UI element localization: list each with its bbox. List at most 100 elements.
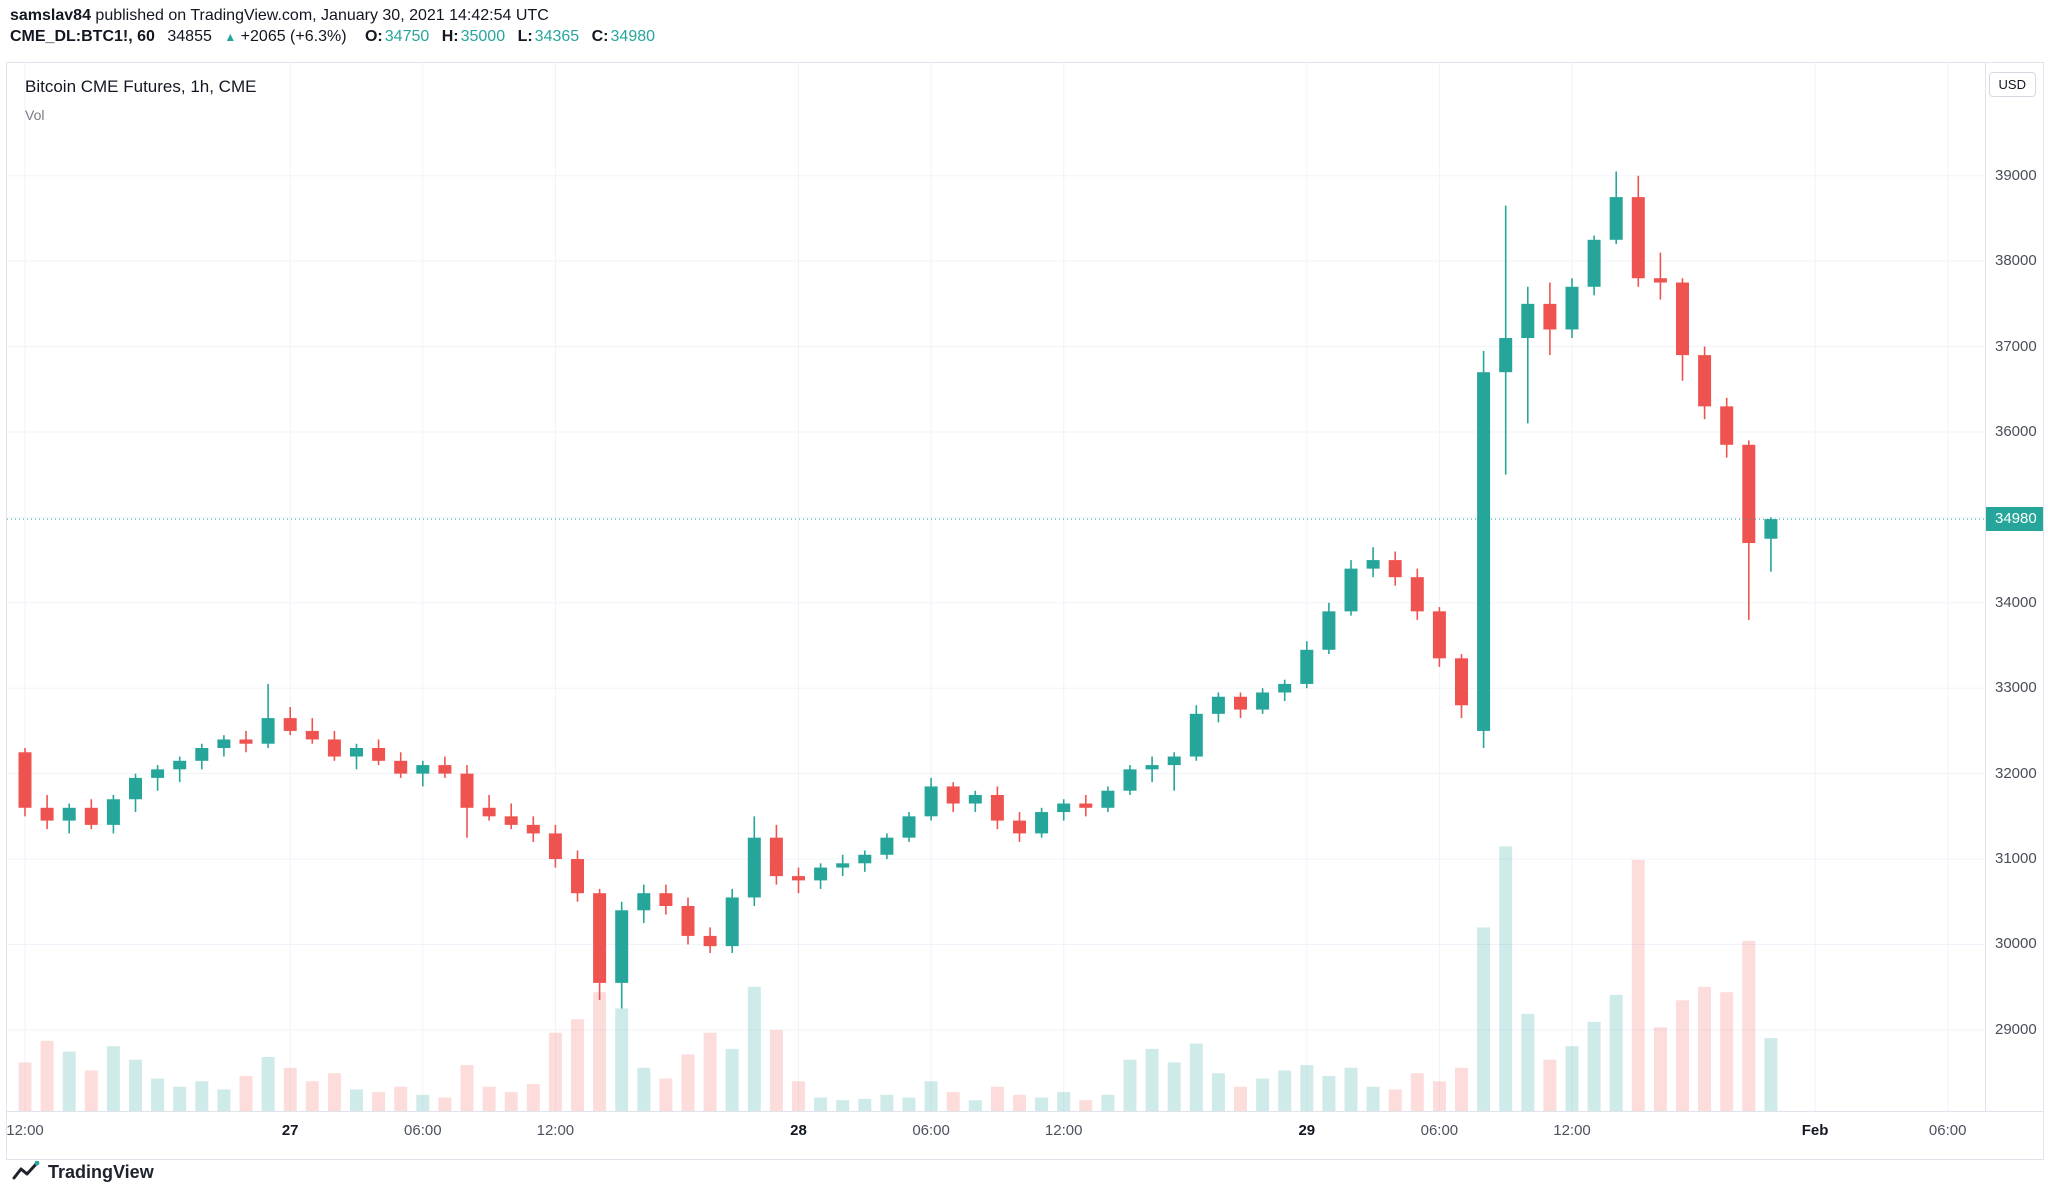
time-axis-label: 27 bbox=[281, 1122, 299, 1139]
candle-body bbox=[1410, 577, 1424, 612]
candle-body bbox=[40, 807, 54, 821]
candle-body bbox=[18, 752, 32, 808]
tradingview-attribution[interactable]: TradingView bbox=[12, 1158, 154, 1186]
candle-body bbox=[1189, 713, 1203, 757]
candle-body bbox=[990, 794, 1004, 821]
candle-body bbox=[1432, 611, 1446, 659]
volume-bar bbox=[526, 1084, 540, 1111]
chart-legend-title: Bitcoin CME Futures, 1h, CME bbox=[25, 77, 257, 96]
volume-bar bbox=[327, 1073, 341, 1111]
change-value: +2065 (+6.3%) bbox=[240, 28, 347, 45]
volume-bar bbox=[62, 1051, 76, 1111]
publish-text: published on TradingView.com, January 30… bbox=[90, 7, 549, 24]
price-axis-label: 30000 bbox=[1995, 935, 2037, 953]
candle-body bbox=[1123, 769, 1137, 791]
low-label: L: bbox=[517, 28, 533, 45]
candle-body bbox=[571, 859, 584, 894]
price-axis-label: 39000 bbox=[1995, 166, 2037, 184]
time-axis-label: 06:00 bbox=[1420, 1122, 1459, 1139]
volume-bar bbox=[106, 1046, 120, 1111]
price-axis[interactable]: 39000 38000 37000 36000 34000 33000 32000 31000… bbox=[1985, 63, 2043, 1159]
volume-bar bbox=[1211, 1073, 1225, 1111]
candle-body bbox=[1609, 197, 1623, 240]
candle-body bbox=[1764, 519, 1778, 539]
candle-body bbox=[261, 718, 275, 744]
candle-body bbox=[1742, 444, 1756, 544]
candle-body bbox=[526, 824, 540, 834]
candle-body bbox=[1477, 372, 1491, 731]
volume-bar bbox=[1720, 992, 1734, 1111]
volume-bar bbox=[1123, 1059, 1137, 1111]
candle-body bbox=[1499, 338, 1513, 373]
volume-bar bbox=[836, 1100, 850, 1111]
volume-bar bbox=[1410, 1073, 1424, 1111]
high-label: H: bbox=[441, 28, 459, 45]
volume-bar bbox=[173, 1086, 187, 1111]
volume-bar bbox=[990, 1086, 1004, 1111]
volume-bar bbox=[129, 1059, 142, 1111]
currency-button[interactable]: USD bbox=[1988, 72, 2036, 97]
volume-bar bbox=[305, 1081, 319, 1111]
interval-value: 60 bbox=[137, 28, 155, 45]
volume-bar bbox=[195, 1081, 209, 1111]
price-axis-label: 29000 bbox=[1995, 1020, 2037, 1038]
time-axis-label: 12:00 bbox=[1044, 1122, 1083, 1139]
volume-bar bbox=[968, 1100, 982, 1111]
volume-bar bbox=[924, 1081, 938, 1111]
candle-body bbox=[1278, 683, 1292, 693]
candle-body bbox=[62, 807, 76, 821]
candle-body bbox=[482, 807, 496, 817]
candle-body bbox=[438, 765, 452, 774]
volume-bar bbox=[438, 1097, 452, 1111]
tradingview-logo-text: TradingView bbox=[48, 1161, 154, 1182]
symbol-name: CME_DL:BTC1!, bbox=[10, 28, 133, 45]
price-axis-label: 34000 bbox=[1995, 593, 2037, 611]
price-axis-label: 38000 bbox=[1995, 252, 2037, 270]
volume-bar bbox=[1057, 1092, 1071, 1111]
candle-body bbox=[637, 893, 651, 911]
close-value: 34980 bbox=[610, 28, 656, 45]
candle-body bbox=[1366, 560, 1380, 569]
volume-bar bbox=[482, 1086, 496, 1111]
candle-body bbox=[106, 799, 120, 825]
volume-bar bbox=[681, 1054, 695, 1111]
chart-panel[interactable]: Bitcoin CME Futures, 1h, CME Vol 39000 38… bbox=[6, 62, 2044, 1160]
time-axis-label: 28 bbox=[790, 1122, 807, 1139]
candle-body bbox=[84, 807, 98, 825]
volume-bar bbox=[151, 1078, 165, 1111]
candle-body bbox=[769, 837, 783, 877]
candle-body bbox=[1145, 765, 1159, 770]
candle-body bbox=[1300, 649, 1314, 684]
volume-bar bbox=[1256, 1078, 1270, 1111]
candle-body bbox=[1256, 692, 1270, 710]
volume-bar bbox=[1565, 1046, 1579, 1111]
candle-body bbox=[792, 876, 805, 881]
price-chart-canvas[interactable] bbox=[7, 63, 2043, 1159]
candle-body bbox=[814, 867, 828, 881]
candle-body bbox=[283, 718, 297, 731]
volume-bar bbox=[1653, 1027, 1667, 1111]
time-axis-label: 12:00 bbox=[1553, 1122, 1591, 1139]
candle-body bbox=[1079, 803, 1093, 808]
candle-body bbox=[1211, 696, 1225, 714]
candle-body bbox=[659, 893, 673, 907]
candle-body bbox=[548, 833, 562, 860]
candle-body bbox=[416, 765, 430, 774]
open-label: O: bbox=[364, 28, 383, 45]
volume-bar bbox=[814, 1097, 828, 1111]
volume-bar bbox=[1234, 1086, 1247, 1111]
volume-bar bbox=[416, 1094, 430, 1111]
candle-body bbox=[1101, 790, 1115, 808]
candle-body bbox=[151, 769, 165, 778]
volume-bar bbox=[1013, 1094, 1026, 1111]
volume-bar bbox=[1742, 940, 1756, 1111]
volume-bar bbox=[571, 1019, 584, 1111]
time-axis[interactable]: 12:00 27 06:00 12:00 28 06:00 12:00 29 06:00 12:0… bbox=[7, 1111, 2043, 1159]
candle-body bbox=[1543, 303, 1557, 330]
volume-bar bbox=[217, 1089, 231, 1111]
volume-bar bbox=[1587, 1021, 1601, 1111]
volume-bar bbox=[593, 992, 607, 1111]
candle-body bbox=[1698, 355, 1712, 407]
username: samslav84 bbox=[10, 7, 91, 24]
